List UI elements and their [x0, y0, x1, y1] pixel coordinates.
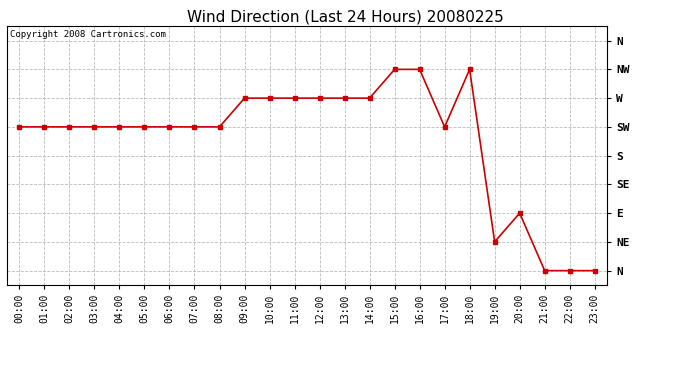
- Text: Wind Direction (Last 24 Hours) 20080225: Wind Direction (Last 24 Hours) 20080225: [186, 9, 504, 24]
- Text: Copyright 2008 Cartronics.com: Copyright 2008 Cartronics.com: [10, 30, 166, 39]
